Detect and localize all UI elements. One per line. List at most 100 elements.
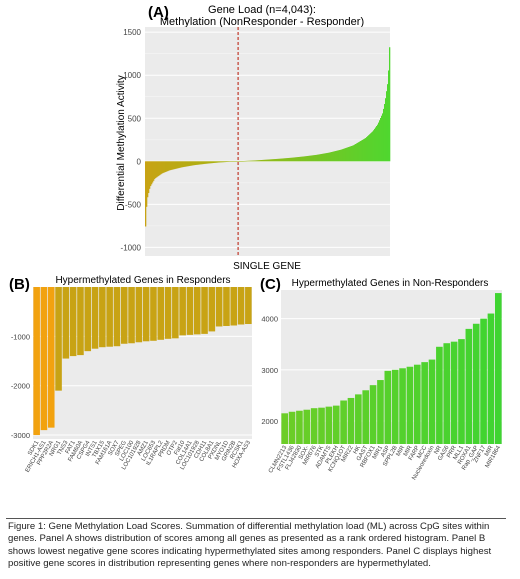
panel-a-gene-bar: [195, 161, 197, 165]
panel-c-x-tick-label: MIR: [403, 444, 414, 457]
panel-a-gene-bar: [155, 161, 157, 179]
panel-a-gene-bar: [148, 161, 150, 194]
panel-a-gene-bar: [381, 115, 383, 162]
panel-a-gene-bar: [321, 153, 323, 162]
panel-a-gene-bar: [271, 159, 273, 162]
panel-a-gene-bar: [281, 158, 283, 162]
panel-b-bar: [77, 287, 84, 356]
panel-a-gene-bar: [229, 161, 231, 162]
panel-a-gene-bar: [259, 160, 261, 162]
panel-a-gene-bar: [151, 161, 153, 185]
panel-a-y-tick-label: 500: [128, 114, 142, 123]
panel-a-gene-bar: [270, 159, 272, 162]
panel-a-gene-bar: [178, 161, 180, 169]
panel-a-gene-bar: [214, 161, 216, 163]
panel-a-gene-bar: [159, 161, 161, 176]
panel-a-gene-bar: [253, 160, 255, 162]
panel-a-gene-bar: [306, 156, 308, 162]
panel-c-bar: [347, 397, 355, 444]
panel-a-gene-bar: [302, 156, 304, 162]
panel-a-gene-bar: [208, 161, 210, 164]
panel-a-gene-bar: [157, 161, 159, 177]
panel-a-y-ticks: -1000 -500 0 500 1000 1500: [121, 28, 142, 252]
panel-a-gene-bar: [303, 156, 305, 162]
panel-c-x-tick-label: PRR: [446, 444, 458, 459]
panel-a-gene-bar: [334, 151, 336, 162]
panel-b-x-ticks: SDK1ERICH1-AS1PPP2R2ANRG1TNS3FAT1FAM60AC…: [25, 439, 253, 473]
panel-a-gene-bar: [346, 147, 348, 162]
panel-a-gene-bar: [190, 161, 192, 166]
panel-a-gene-bar: [242, 161, 244, 162]
panel-a-gene-bar: [203, 161, 205, 165]
panel-a-gene-bar: [294, 157, 296, 162]
panel-b-bar: [62, 287, 70, 359]
panel-a-gene-bar: [322, 153, 324, 162]
panel-b-bar: [91, 287, 99, 349]
panel-a-gene-bar: [347, 147, 349, 162]
panel-a-title: Gene Load (n=4,043):: [208, 4, 316, 16]
panel-a-gene-bar: [388, 70, 390, 162]
panel-a-distribution: [145, 47, 391, 227]
panel-a-gene-bar: [243, 161, 245, 162]
panel-b-bar: [193, 287, 201, 335]
panel-c-bar: [384, 370, 392, 444]
panel-a-plot-area: [145, 27, 390, 256]
panel-a-gene-bar: [149, 161, 151, 189]
panel-c-bar: [318, 407, 325, 444]
panel-a-gene-bar: [206, 161, 208, 164]
panel-a-gene-bar: [199, 161, 201, 165]
panel-a-gene-bar: [310, 155, 312, 162]
panel-a-gene-bar: [264, 159, 266, 162]
panel-a-gene-bar: [241, 161, 243, 162]
panel-a-gene-bar: [316, 154, 318, 162]
panel-a-gene-bar: [368, 135, 370, 162]
panel-a-gene-bar: [377, 124, 379, 162]
panel-a-gene-bar: [180, 161, 182, 168]
panel-c-bars: [281, 293, 502, 444]
panel-a-gene-bar: [367, 136, 369, 162]
panel-a-gene-bar: [286, 158, 288, 162]
panel-a-gene-bar: [389, 47, 391, 162]
panel-a-gene-bar: [257, 160, 259, 162]
panel-b-bar: [69, 287, 77, 357]
panel-a-gene-bar: [228, 161, 230, 162]
panel-a-gene-bar: [238, 161, 240, 162]
panel-b-bar: [33, 287, 40, 436]
panel-b-bar: [164, 287, 172, 339]
panel-a-gene-bar: [240, 161, 242, 162]
panel-a-gene-bar: [374, 128, 376, 162]
panel-a-gene-bar: [383, 108, 385, 162]
panel-a-gene-bar: [362, 139, 364, 162]
panel-a-gene-bar: [213, 161, 215, 163]
panel-a-gene-bar: [282, 158, 284, 162]
panel-c-bar: [443, 343, 451, 444]
panel-a-gene-bar: [181, 161, 183, 168]
panel-a-gene-bar: [320, 154, 322, 162]
panel-a-gene-bar: [313, 155, 315, 162]
panel-a-y-tick-label: -1000: [121, 243, 142, 252]
panel-c-x-tick-label: MIR: [396, 444, 407, 457]
panel-c-bar: [413, 364, 421, 444]
panel-a-gene-bar: [380, 118, 382, 162]
panel-b-bar: [106, 287, 113, 347]
panel-a-gene-bar: [298, 156, 300, 162]
panel-a-gene-bar: [239, 161, 241, 162]
panel-a-gene-bar: [212, 161, 214, 164]
panel-c-bar: [487, 313, 495, 444]
panel-c-bar: [325, 406, 333, 444]
panel-a-gene-bar: [384, 103, 386, 162]
panel-a-gene-bar: [231, 161, 233, 162]
panel-a-gene-bar: [220, 161, 222, 163]
panel-b-bar: [128, 287, 135, 344]
panel-a-gene-bar: [170, 161, 172, 171]
panel-a-gene-bar: [364, 138, 366, 162]
panel-a-gene-bar: [236, 161, 238, 162]
panel-a-gene-bar: [375, 127, 377, 162]
panel-a-gene-bar: [336, 150, 338, 162]
panel-a-gene-bar: [227, 161, 229, 162]
panel-b-bar: [179, 287, 186, 336]
panel-a-gene-bar: [350, 146, 352, 162]
panel-a-gene-bar: [357, 142, 359, 162]
panel-a-gene-bar: [293, 157, 295, 162]
